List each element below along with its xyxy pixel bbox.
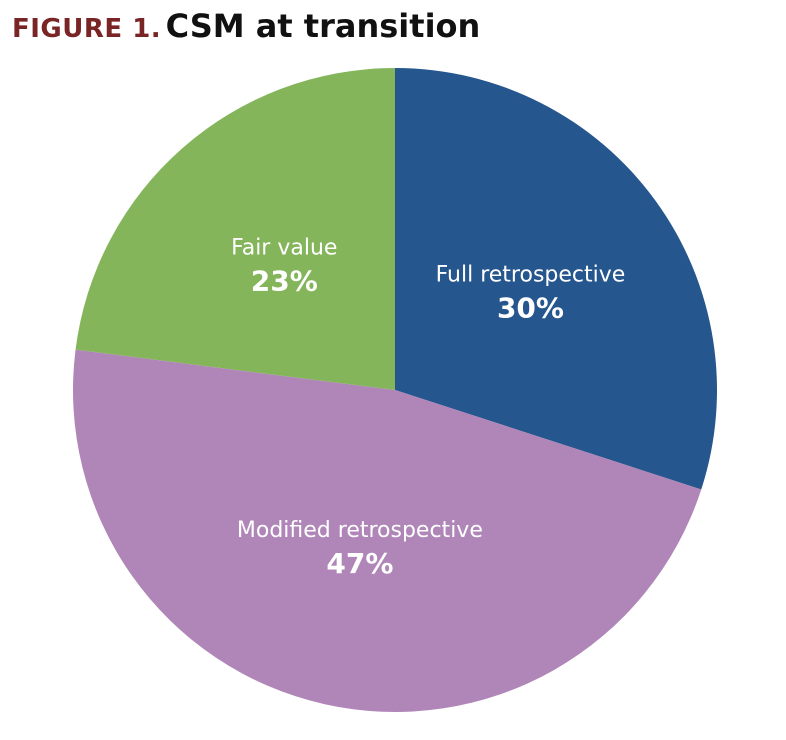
- slice-value-full-retrospective: 30%: [497, 292, 564, 325]
- slice-label-fair-value: Fair value: [231, 235, 337, 260]
- slice-value-fair-value: 23%: [251, 264, 318, 297]
- slice-value-modified-retrospective: 47%: [326, 547, 393, 580]
- chart-title: CSM at transition: [165, 7, 481, 45]
- slice-label-full-retrospective: Full retrospective: [436, 263, 626, 288]
- pie-slice-fair-value: [75, 68, 395, 390]
- pie-slice-modified-retrospective: [72, 349, 702, 713]
- figure-number: FIGURE 1.: [12, 14, 162, 44]
- pie-slice-full-retrospective: [395, 68, 717, 490]
- slice-label-modified-retrospective: Modified retrospective: [237, 518, 483, 543]
- figure-title: FIGURE 1. CSM at transition: [12, 10, 480, 42]
